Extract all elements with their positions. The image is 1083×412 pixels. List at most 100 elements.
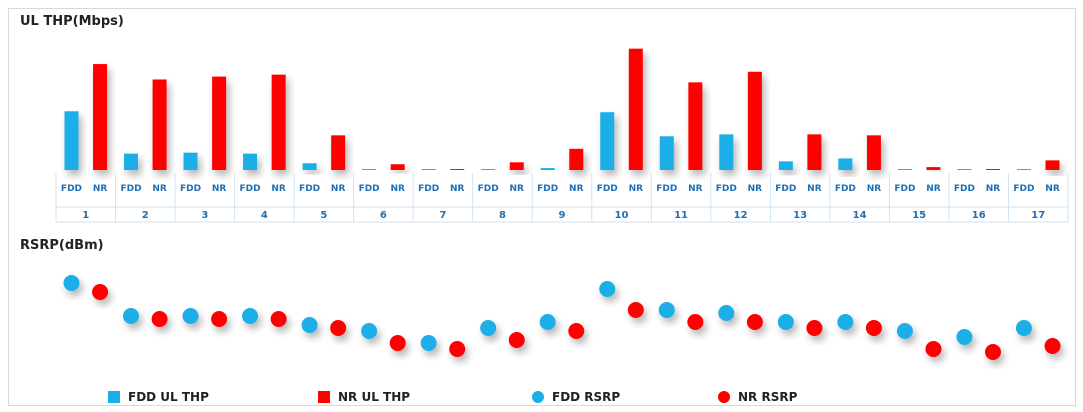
sub-category-label: FDD — [120, 184, 141, 194]
fdd-ul-thp-bar — [243, 153, 258, 170]
category-tick-label: 17 — [1031, 210, 1045, 221]
sub-category-label: FDD — [240, 184, 261, 194]
nr-ul-thp-bar — [985, 169, 1000, 170]
legend-label: FDD RSRP — [552, 390, 621, 404]
fdd-rsrp-point — [420, 335, 437, 351]
nr-ul-thp-bar — [926, 167, 941, 170]
category-tick-label: 10 — [615, 210, 629, 221]
legend-label: FDD UL THP — [128, 390, 209, 404]
fdd-ul-thp-bar — [1016, 169, 1031, 170]
nr-ul-thp-bar — [450, 169, 465, 170]
throughput-chart-title: UL THP(Mbps) — [20, 14, 124, 29]
sub-category-label: FDD — [894, 184, 915, 194]
fdd-rsrp-point — [123, 308, 140, 324]
sub-category-label: NR — [569, 184, 584, 194]
nr-ul-thp-bar — [569, 148, 584, 170]
fdd-ul-thp-bar — [183, 152, 198, 170]
nr-ul-thp-bar — [93, 64, 108, 170]
legend-swatch — [532, 391, 544, 403]
sub-category-label: NR — [807, 184, 822, 194]
category-tick-label: 14 — [853, 210, 867, 221]
nr-rsrp-point — [925, 341, 942, 357]
fdd-ul-thp-bar — [838, 158, 853, 170]
sub-category-label: NR — [510, 184, 525, 194]
category-tick-label: 16 — [972, 210, 986, 221]
fdd-ul-thp-bar — [64, 111, 79, 170]
fdd-ul-thp-bar — [124, 153, 139, 170]
category-tick-label: 6 — [380, 210, 387, 221]
sub-category-label: FDD — [835, 184, 856, 194]
nr-ul-thp-bar — [152, 79, 167, 170]
legend-swatch — [318, 391, 330, 403]
fdd-ul-thp-bar — [600, 112, 615, 170]
fdd-rsrp-point — [956, 329, 973, 345]
nr-ul-thp-bar — [1045, 160, 1060, 170]
fdd-ul-thp-bar — [719, 134, 734, 170]
fdd-ul-thp-bar — [897, 169, 912, 170]
nr-rsrp-point — [92, 284, 109, 300]
nr-ul-thp-bar — [688, 82, 703, 170]
legend-item-fdd-ul-thp: FDD UL THP — [108, 390, 209, 404]
nr-ul-thp-bar — [331, 135, 346, 170]
fdd-rsrp-point — [1015, 320, 1032, 336]
category-axis: FDD NR 1 FDD NR 2 FDD NR 3 FDD NR 4 FDD NR 5 FDD NR 6 FDD N… — [55, 173, 1069, 223]
sub-category-label: FDD — [954, 184, 975, 194]
category-tick-label: 5 — [320, 210, 327, 221]
fdd-ul-thp-bar — [421, 169, 436, 170]
legend-item-nr-ul-thp: NR UL THP — [318, 390, 410, 404]
nr-rsrp-point — [627, 302, 644, 318]
nr-rsrp-point — [151, 311, 168, 327]
sub-category-label: NR — [986, 184, 1001, 194]
fdd-rsrp-point — [182, 308, 199, 324]
nr-ul-thp-bar — [271, 74, 286, 170]
fdd-rsrp-point — [63, 275, 80, 291]
nr-rsrp-point — [687, 314, 704, 330]
legend-label: NR UL THP — [338, 390, 411, 404]
fdd-ul-thp-bar — [778, 161, 793, 170]
sub-category-label: FDD — [61, 184, 82, 194]
fdd-rsrp-point — [658, 302, 675, 318]
category-tick-label: 11 — [674, 210, 688, 221]
sub-category-label: NR — [688, 184, 703, 194]
fdd-ul-thp-bar — [362, 169, 377, 170]
scatter-plot — [63, 275, 1061, 360]
fdd-rsrp-point — [777, 314, 794, 330]
nr-rsrp-point — [330, 320, 347, 336]
category-tick-label: 3 — [201, 210, 208, 221]
sub-category-label: FDD — [359, 184, 380, 194]
sub-category-label: NR — [1045, 184, 1060, 194]
bar-plot — [64, 48, 1060, 170]
fdd-ul-thp-bar — [659, 136, 674, 170]
category-tick-label: 4 — [261, 210, 268, 221]
nr-rsrp-point — [449, 341, 466, 357]
sub-category-label: NR — [450, 184, 465, 194]
fdd-rsrp-point — [539, 314, 556, 330]
rsrp-chart-title: RSRP(dBm) — [20, 238, 104, 253]
chart-canvas: FDD NR 1 FDD NR 2 FDD NR 3 FDD NR 4 FDD NR 5 FDD NR 6 FDD N… — [55, 48, 1069, 360]
fdd-rsrp-point — [361, 323, 378, 339]
sub-category-label: NR — [331, 184, 346, 194]
nr-ul-thp-bar — [628, 48, 643, 170]
sub-category-label: FDD — [716, 184, 737, 194]
nr-rsrp-point — [865, 320, 882, 336]
sub-category-label: NR — [93, 184, 108, 194]
fdd-rsrp-point — [896, 323, 913, 339]
category-tick-label: 13 — [793, 210, 807, 221]
category-tick-label: 15 — [912, 210, 926, 221]
nr-rsrp-point — [211, 311, 228, 327]
legend-swatch — [718, 391, 730, 403]
legend-item-fdd-rsrp: FDD RSRP — [532, 390, 620, 404]
nr-rsrp-point — [270, 311, 287, 327]
nr-rsrp-point — [1044, 338, 1061, 354]
sub-category-label: FDD — [597, 184, 618, 194]
legend-swatch — [108, 391, 120, 403]
legend: FDD UL THP NR UL THP FDD RSRP NR RSRP — [0, 390, 1083, 410]
nr-rsrp-point — [568, 323, 585, 339]
fdd-ul-thp-bar — [957, 169, 972, 170]
legend-item-nr-rsrp: NR RSRP — [718, 390, 797, 404]
sub-category-label: FDD — [180, 184, 201, 194]
fdd-ul-thp-bar — [481, 169, 496, 170]
sub-category-label: FDD — [299, 184, 320, 194]
category-tick-label: 12 — [734, 210, 748, 221]
legend-label: NR RSRP — [738, 390, 798, 404]
